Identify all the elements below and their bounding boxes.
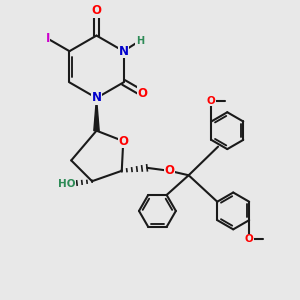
Text: O: O xyxy=(245,235,254,244)
Text: O: O xyxy=(164,164,174,177)
Polygon shape xyxy=(94,98,99,131)
Text: HO: HO xyxy=(58,179,76,189)
Text: O: O xyxy=(138,87,148,100)
Text: O: O xyxy=(118,135,128,148)
Text: H: H xyxy=(136,36,144,46)
Text: O: O xyxy=(92,4,101,17)
Text: O: O xyxy=(207,96,216,106)
Text: I: I xyxy=(45,32,50,45)
Text: N: N xyxy=(92,92,101,104)
Text: N: N xyxy=(118,45,128,58)
